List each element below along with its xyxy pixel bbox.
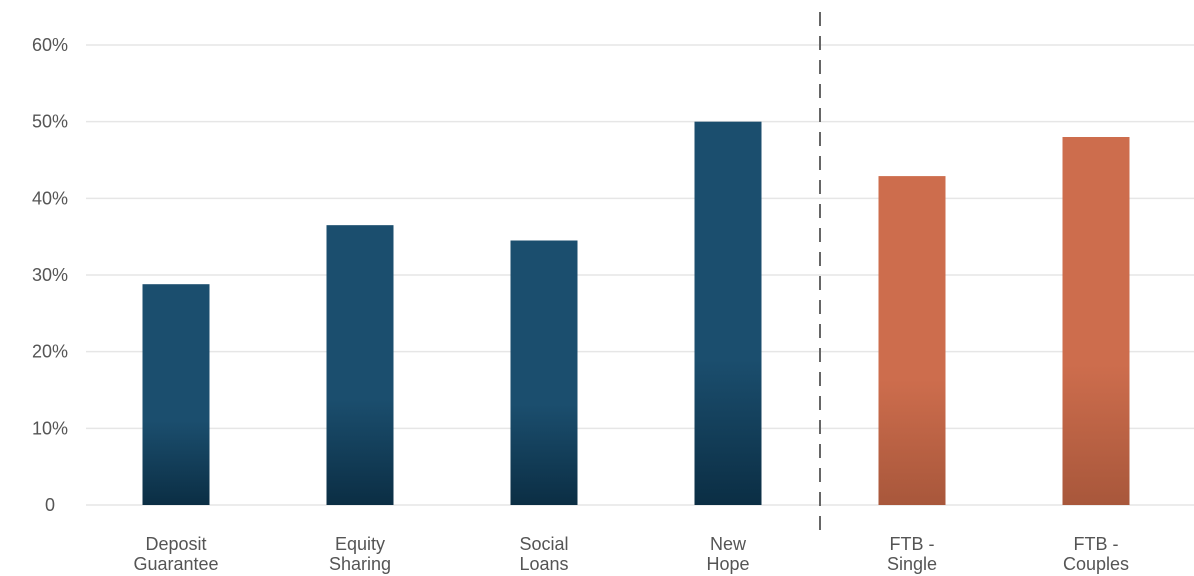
x-tick-label: Single [887, 554, 937, 574]
x-tick-label: Equity [335, 534, 385, 554]
bar [510, 240, 578, 505]
bar [142, 284, 210, 505]
x-tick-label: New [710, 534, 747, 554]
y-tick-label: 60% [32, 35, 68, 55]
x-tick-label: Loans [519, 554, 568, 574]
bar [326, 225, 394, 505]
y-tick-label: 20% [32, 342, 68, 362]
bar [878, 176, 946, 505]
x-tick-label: Deposit [145, 534, 206, 554]
bars [142, 121, 1130, 506]
x-tick-label: Couples [1063, 554, 1129, 574]
x-tick-label: Guarantee [133, 554, 218, 574]
gridlines [86, 44, 1194, 506]
bar [694, 121, 762, 506]
y-tick-label: 50% [32, 112, 68, 132]
x-tick-label: Social [519, 534, 568, 554]
x-tick-label: Sharing [329, 554, 391, 574]
x-tick-label: FTB - [890, 534, 935, 554]
y-tick-label: 10% [32, 418, 68, 438]
y-tick-label: 30% [32, 265, 68, 285]
x-tick-label: FTB - [1074, 534, 1119, 554]
y-axis-ticks: 0 10% 20% 30% 40% 50% 60% [32, 35, 68, 515]
bar [1062, 137, 1130, 505]
y-tick-label: 0 [45, 495, 55, 515]
x-tick-label: Hope [706, 554, 749, 574]
y-tick-label: 40% [32, 188, 68, 208]
